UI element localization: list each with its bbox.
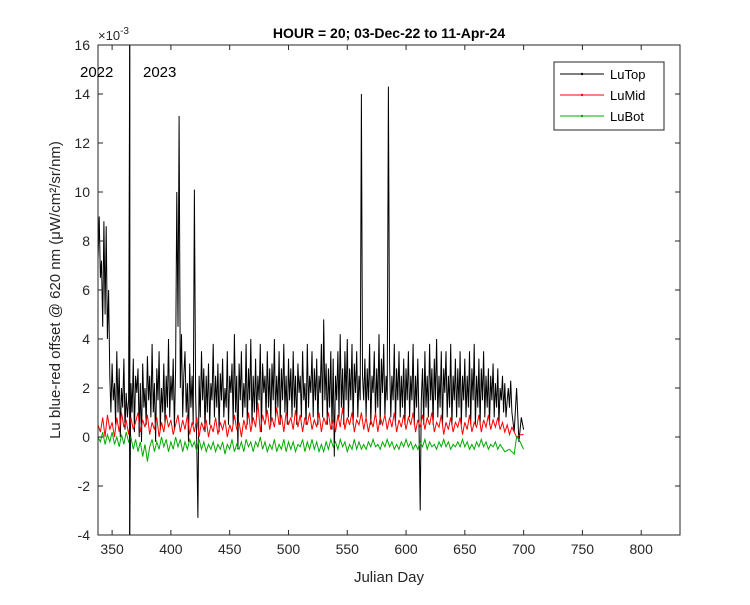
- x-axis-label: Julian Day: [354, 569, 425, 586]
- legend-marker-lumid: [580, 93, 584, 97]
- legend-marker-lutop: [580, 72, 584, 76]
- x-tick-label: 700: [512, 541, 536, 557]
- x-tick-label: 650: [453, 541, 477, 557]
- x-tick-label: 450: [218, 541, 242, 557]
- x-ticks: 350 400 450 500 550 600 650 700 750 800: [100, 45, 653, 557]
- year-label-right: 2023: [143, 64, 176, 81]
- y-exponent-base: ×10: [98, 28, 120, 43]
- y-tick-label: 0: [82, 429, 90, 445]
- series-layer: [98, 45, 525, 535]
- series-line-lubot: [98, 431, 525, 462]
- y-exponent-label: ×10-3: [98, 26, 129, 43]
- x-tick-label: 800: [630, 541, 654, 557]
- y-tick-label: -2: [78, 478, 91, 494]
- y-tick-label: 2: [82, 380, 90, 396]
- y-tick-label: 14: [74, 86, 90, 102]
- year-label-left: 2022: [80, 64, 113, 81]
- legend-items: LuTop LuMid LuBot: [560, 67, 645, 124]
- y-axis-label: Lu blue-red offset @ 620 nm (μW/cm²/sr/n…: [47, 141, 64, 439]
- series-line-lumid: [98, 402, 524, 438]
- y-tick-label: 10: [74, 184, 90, 200]
- legend-label-lubot: LuBot: [610, 109, 644, 124]
- y-ticks: -4 -2 0 2 4 6 8 10 12 14 16: [74, 37, 680, 543]
- legend-label-lutop: LuTop: [610, 67, 645, 82]
- legend-marker-lubot: [580, 114, 584, 118]
- x-tick-label: 400: [159, 541, 183, 557]
- series-line-lutop: [98, 45, 525, 535]
- x-tick-label: 600: [394, 541, 418, 557]
- x-tick-label: 350: [100, 541, 124, 557]
- legend-box: [553, 61, 665, 131]
- x-tick-label: 500: [277, 541, 301, 557]
- y-tick-label: -4: [78, 527, 91, 543]
- x-tick-label: 550: [336, 541, 360, 557]
- legend: LuTop LuMid LuBot: [553, 61, 665, 131]
- y-exponent-power: -3: [120, 26, 129, 37]
- y-tick-label: 4: [82, 331, 90, 347]
- y-tick-label: 12: [74, 135, 90, 151]
- y-tick-label: 6: [82, 282, 90, 298]
- chart-title: HOUR = 20; 03-Dec-22 to 11-Apr-24: [273, 25, 505, 41]
- legend-label-lumid: LuMid: [610, 88, 645, 103]
- y-tick-label: 8: [82, 233, 90, 249]
- x-tick-label: 750: [571, 541, 595, 557]
- y-tick-label: 16: [74, 37, 90, 53]
